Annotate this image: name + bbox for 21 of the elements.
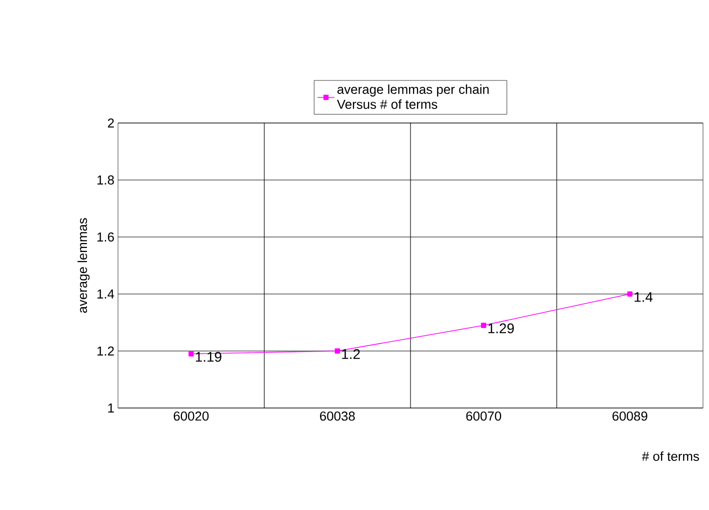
point xyxy=(188,351,194,356)
x-tick-label: 60038 xyxy=(320,412,355,421)
point xyxy=(481,322,486,328)
data-label: 1.29 xyxy=(488,323,514,334)
legend-label: average lemmas per chain Versus # of terms xyxy=(336,84,489,109)
data-label: 1.2 xyxy=(342,349,360,359)
x-axis-title: # of terms xyxy=(642,451,700,461)
y-tick-label: 2 xyxy=(108,118,114,128)
y-tick-label: 1.8 xyxy=(97,175,114,185)
x-tick-label: 60089 xyxy=(612,412,648,421)
y-tick-label: 1.4 xyxy=(97,290,114,298)
data-label: 1.19 xyxy=(196,352,222,362)
x-tick-label: 60070 xyxy=(466,412,502,421)
y-tick-label: 1.2 xyxy=(97,346,114,356)
data-label: 1.4 xyxy=(634,292,653,302)
point xyxy=(334,348,340,354)
point xyxy=(627,291,632,297)
y-tick-label: 1 xyxy=(108,404,114,412)
x-tick-label: 60020 xyxy=(174,412,209,421)
y-axis-title: average lemmas xyxy=(78,218,90,313)
y-tick-label: 1.6 xyxy=(97,232,114,242)
